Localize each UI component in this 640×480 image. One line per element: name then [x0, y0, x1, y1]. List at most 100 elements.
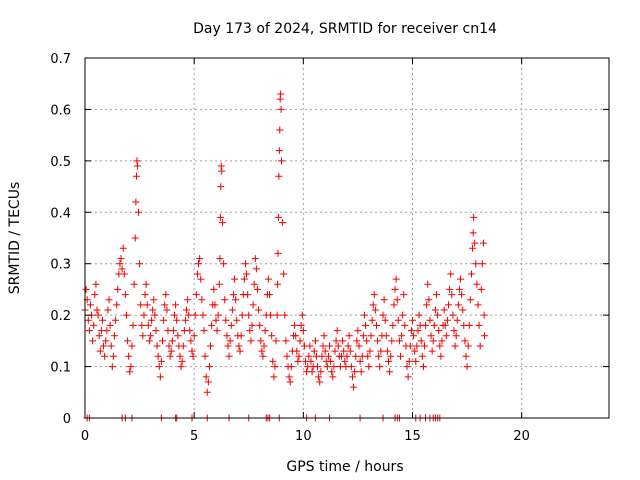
data-point — [241, 260, 249, 268]
data-point — [323, 363, 331, 371]
data-point — [380, 296, 388, 304]
data-point — [299, 327, 307, 335]
data-points — [81, 90, 489, 422]
data-point — [253, 285, 261, 293]
data-point — [461, 337, 469, 345]
data-point — [305, 352, 313, 360]
data-point — [173, 316, 181, 324]
data-point — [201, 352, 209, 360]
data-point — [84, 316, 92, 324]
data-point — [436, 342, 444, 350]
data-point — [457, 275, 465, 283]
data-point — [343, 352, 351, 360]
data-point — [94, 311, 102, 319]
data-point — [447, 270, 455, 278]
data-point — [167, 347, 175, 355]
data-point — [286, 378, 294, 386]
y-tick-label: 0.6 — [50, 103, 71, 118]
data-point — [102, 337, 110, 345]
data-point — [426, 316, 434, 324]
data-point — [294, 357, 302, 365]
data-point — [310, 347, 318, 355]
data-point — [307, 357, 315, 365]
data-point — [475, 321, 483, 329]
x-tick-label: 0 — [81, 429, 89, 444]
data-point — [244, 291, 252, 299]
data-point — [154, 352, 162, 360]
data-point — [177, 363, 185, 371]
data-point — [425, 296, 433, 304]
data-point — [106, 321, 114, 329]
data-point — [188, 347, 196, 355]
data-point — [368, 316, 376, 324]
data-point — [184, 296, 192, 304]
data-point — [219, 219, 227, 227]
data-point — [269, 357, 277, 365]
plot-frame — [84, 57, 610, 419]
data-point — [405, 357, 413, 365]
data-point — [328, 368, 336, 376]
data-point — [118, 265, 126, 273]
data-point — [356, 357, 364, 365]
data-point — [240, 275, 248, 283]
data-point — [318, 352, 326, 360]
data-point — [169, 327, 177, 335]
data-point — [277, 105, 285, 113]
data-point — [134, 208, 142, 216]
data-point — [429, 337, 437, 345]
x-tick-label: 10 — [295, 429, 312, 444]
data-point — [249, 301, 257, 309]
data-point — [191, 311, 199, 319]
data-point — [400, 291, 408, 299]
data-point — [360, 311, 368, 319]
data-point — [292, 332, 300, 340]
data-point — [470, 213, 478, 221]
tick-labels: 0 0.1 0.2 0.3 0.4 0.5 0.6 0.7 0 5 10 15 20 — [50, 52, 530, 444]
data-point — [196, 255, 204, 263]
data-point — [145, 337, 153, 345]
data-point — [226, 337, 234, 345]
data-point — [406, 342, 414, 350]
data-point — [278, 157, 285, 165]
data-point — [477, 285, 485, 293]
data-point — [423, 301, 431, 309]
data-point — [192, 291, 200, 299]
data-point — [393, 296, 401, 304]
data-point — [297, 321, 305, 329]
data-point — [117, 255, 125, 263]
data-point — [195, 260, 203, 268]
data-point — [434, 311, 442, 319]
axes — [84, 57, 610, 419]
data-point — [133, 162, 141, 170]
data-point — [321, 347, 329, 355]
data-point — [291, 321, 299, 329]
data-point — [233, 316, 241, 324]
data-point — [450, 327, 458, 335]
data-point — [125, 352, 133, 360]
data-point — [347, 363, 355, 371]
data-point — [259, 352, 267, 360]
data-point — [143, 301, 151, 309]
data-point — [392, 275, 400, 283]
data-point — [136, 260, 144, 268]
data-point — [418, 352, 426, 360]
data-point — [128, 342, 136, 350]
data-point — [371, 306, 379, 314]
data-point — [419, 363, 427, 371]
data-point — [104, 306, 112, 314]
data-point — [417, 337, 425, 345]
data-point — [441, 321, 449, 329]
data-point — [270, 373, 278, 381]
data-point — [355, 342, 363, 350]
data-point — [243, 270, 251, 278]
data-point — [261, 327, 269, 335]
data-point — [389, 321, 397, 329]
data-point — [339, 337, 347, 345]
data-point — [379, 311, 387, 319]
data-point — [251, 255, 259, 263]
data-point — [446, 285, 454, 293]
data-point — [222, 316, 230, 324]
data-point — [149, 306, 157, 314]
data-point — [216, 213, 224, 221]
data-point — [274, 280, 282, 288]
